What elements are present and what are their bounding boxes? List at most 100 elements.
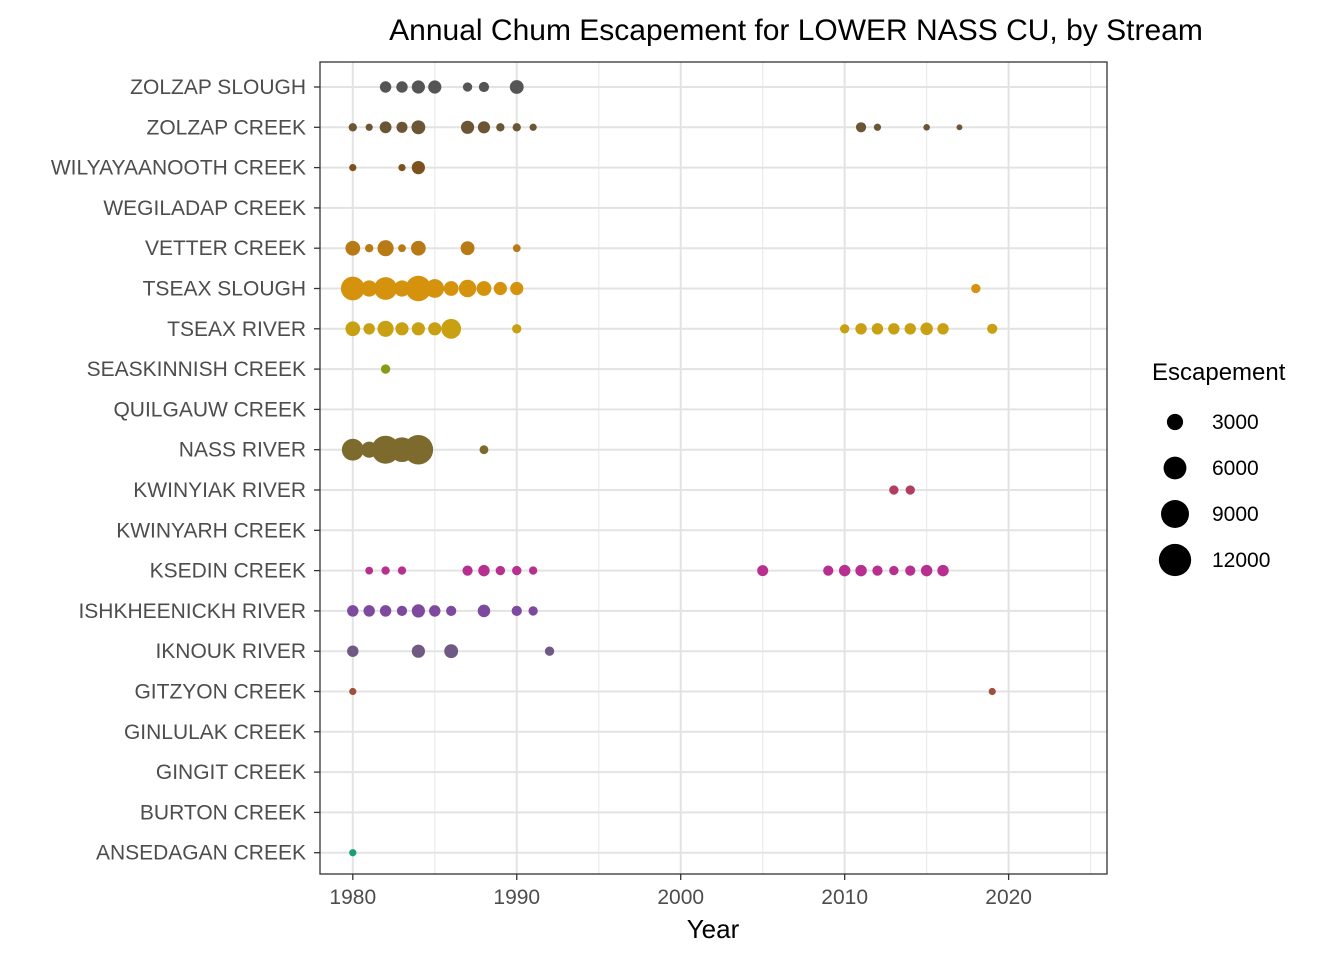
data-point — [462, 82, 473, 92]
data-point — [443, 281, 459, 296]
data-point — [838, 564, 851, 577]
data-point — [393, 280, 411, 297]
data-point — [479, 445, 489, 455]
data-point — [855, 564, 867, 577]
x-axis-label: Year — [687, 914, 740, 944]
y-tick-label: VETTER CREEK — [145, 237, 306, 260]
data-point — [496, 123, 505, 132]
data-point — [888, 323, 900, 335]
data-point — [345, 240, 361, 256]
data-point — [904, 323, 916, 335]
data-point — [361, 280, 378, 297]
data-point — [429, 605, 441, 617]
plot-panel-background — [320, 62, 1107, 874]
y-tick-label: TSEAX RIVER — [167, 318, 306, 341]
x-tick-label: 2000 — [657, 886, 704, 909]
legend-key — [1158, 543, 1192, 577]
data-point — [988, 687, 996, 696]
data-point — [511, 605, 522, 617]
data-point — [396, 121, 408, 133]
x-tick-label: 1980 — [329, 886, 376, 909]
data-point — [987, 323, 998, 334]
data-point — [458, 279, 477, 298]
y-tick-label: BURTON CREEK — [140, 801, 306, 824]
data-point — [411, 120, 426, 135]
y-tick-label: KWINYIAK RIVER — [133, 479, 306, 502]
data-point — [411, 80, 425, 94]
data-point — [348, 123, 357, 132]
data-point — [920, 322, 933, 336]
data-point — [923, 124, 930, 131]
data-point — [839, 324, 850, 334]
y-tick-label: SEASKINNISH CREEK — [87, 358, 306, 381]
data-point — [512, 123, 521, 132]
y-tick-label: ZOLZAP CREEK — [147, 116, 307, 139]
data-point — [478, 564, 490, 577]
data-point — [823, 565, 834, 576]
data-point — [889, 565, 899, 576]
data-point — [379, 605, 392, 617]
y-tick-label: WEGILADAP CREEK — [103, 197, 306, 220]
data-point — [379, 81, 392, 93]
y-tick-label: KSEDIN CREEK — [150, 560, 306, 583]
data-point — [757, 565, 769, 577]
data-point — [905, 485, 915, 495]
data-point — [403, 434, 434, 465]
data-point — [347, 605, 359, 617]
data-point — [512, 244, 521, 253]
data-point — [477, 121, 491, 134]
y-tick-label: ZOLZAP SLOUGH — [130, 76, 306, 99]
legend-label: 12000 — [1212, 549, 1270, 572]
data-point — [905, 565, 916, 576]
y-tick-label: KWINYARH CREEK — [116, 519, 306, 542]
plot-area: ZOLZAP SLOUGH ZOLZAP CREEK WILYAYAANOOTH C… — [51, 61, 1108, 909]
data-point — [365, 244, 374, 253]
data-point — [374, 277, 398, 300]
y-tick-label: IKNOUK RIVER — [155, 640, 306, 663]
data-point — [380, 364, 391, 374]
data-point — [411, 604, 425, 618]
data-point — [428, 80, 442, 94]
data-point — [398, 163, 406, 172]
data-point — [381, 566, 390, 575]
data-point — [411, 161, 425, 175]
data-point — [345, 321, 361, 337]
data-point — [349, 687, 357, 696]
data-point — [872, 565, 883, 576]
legend: Escapement 3000 6000 9000 12000 — [1152, 359, 1286, 577]
y-tick-label: QUILGAUW CREEK — [113, 398, 306, 421]
data-point — [889, 485, 899, 495]
data-point — [441, 318, 462, 339]
data-point — [363, 323, 375, 335]
legend-label: 6000 — [1212, 457, 1259, 480]
y-tick-label: GINGIT CREEK — [156, 761, 306, 784]
data-point — [425, 279, 445, 298]
legend-key — [1163, 456, 1187, 480]
data-point — [512, 324, 522, 334]
data-point — [495, 565, 506, 576]
x-tick-label: 1990 — [493, 886, 540, 909]
data-point — [396, 81, 408, 93]
data-point — [363, 605, 375, 617]
data-point — [493, 281, 507, 296]
data-point — [405, 275, 432, 302]
x-tick-label: 2020 — [985, 886, 1032, 909]
y-tick-label: ISHKHEENICKH RIVER — [78, 600, 306, 623]
data-point — [529, 123, 537, 131]
y-tick-label: GITZYON CREEK — [134, 681, 306, 704]
y-tick-label: TSEAX SLOUGH — [143, 278, 306, 301]
data-point — [377, 240, 394, 257]
data-point — [460, 120, 475, 134]
data-point — [341, 438, 364, 461]
data-point — [395, 322, 409, 336]
data-point — [512, 565, 522, 576]
legend-key — [1166, 413, 1184, 431]
data-point — [937, 564, 949, 577]
data-point — [444, 644, 459, 659]
data-point — [396, 605, 408, 617]
y-tick-label: WILYAYAANOOTH CREEK — [51, 157, 306, 180]
data-point — [411, 644, 425, 658]
data-point — [855, 122, 867, 133]
data-point — [349, 163, 357, 172]
